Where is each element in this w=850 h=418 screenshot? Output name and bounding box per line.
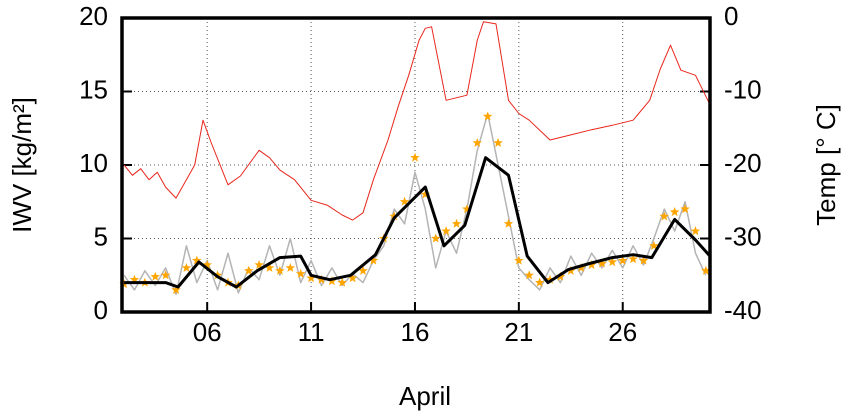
star-marker xyxy=(306,273,316,283)
star-marker xyxy=(649,240,659,250)
star-marker xyxy=(202,260,212,269)
star-marker xyxy=(503,218,514,228)
star-marker xyxy=(534,277,545,287)
star-marker xyxy=(545,274,555,284)
star-marker xyxy=(192,255,202,265)
star-marker xyxy=(285,262,296,272)
star-marker xyxy=(347,273,358,283)
y-tick-label: 5 xyxy=(94,221,108,251)
x-tick-label: 16 xyxy=(401,317,430,347)
star-marker xyxy=(431,233,441,243)
star-marker xyxy=(669,207,680,217)
plot-frame xyxy=(120,16,712,314)
y2-tick-label: -30 xyxy=(724,221,762,251)
star-marker xyxy=(160,270,171,280)
star-marker xyxy=(701,265,711,275)
y-tick-label: 0 xyxy=(94,295,108,325)
star-marker xyxy=(171,284,181,294)
star-marker xyxy=(244,265,254,275)
star-marker xyxy=(399,196,410,206)
star-marker xyxy=(295,268,306,278)
y-tick-label: 20 xyxy=(79,1,108,31)
star-marker xyxy=(368,255,379,265)
star-marker xyxy=(690,226,701,236)
y-axis-label: IWV [kg/m²] xyxy=(7,97,37,233)
star-marker xyxy=(524,270,534,280)
y2-tick-label: 0 xyxy=(724,1,738,31)
star-marker xyxy=(597,258,607,268)
star-marker xyxy=(638,255,649,265)
series-line xyxy=(123,112,707,296)
series-line xyxy=(124,156,712,289)
star-marker xyxy=(129,274,140,284)
star-marker xyxy=(410,152,420,162)
star-marker xyxy=(275,265,285,275)
y2-tick-label: -20 xyxy=(724,148,762,178)
y2-axis-label: Temp [° C] xyxy=(811,104,841,226)
star-marker xyxy=(264,262,275,272)
star-marker xyxy=(462,204,472,214)
x-axis-label: April xyxy=(399,381,451,411)
star-marker xyxy=(618,255,628,265)
star-marker xyxy=(119,279,129,289)
star-marker xyxy=(472,138,482,147)
x-tick-label: 06 xyxy=(193,317,222,347)
star-marker xyxy=(482,111,493,121)
star-marker xyxy=(441,226,451,236)
star-marker xyxy=(420,189,431,199)
star-marker xyxy=(181,262,192,272)
series-line xyxy=(123,21,711,221)
y2-tick-label: -10 xyxy=(724,74,762,104)
star-marker xyxy=(150,271,160,281)
x-tick-label: 11 xyxy=(298,317,325,347)
star-marker xyxy=(680,204,690,214)
star-marker xyxy=(628,254,638,264)
star-marker xyxy=(659,211,669,221)
star-marker xyxy=(358,265,368,275)
star-marker xyxy=(493,138,503,147)
star-marker xyxy=(514,255,524,265)
star-marker xyxy=(337,277,347,287)
x-tick-label: 26 xyxy=(608,317,637,347)
star-marker xyxy=(607,257,618,267)
star-marker xyxy=(254,260,264,269)
star-marker xyxy=(451,218,462,228)
y2-tick-label: -40 xyxy=(724,295,762,325)
x-tick-label: 21 xyxy=(504,317,533,347)
y-tick-label: 15 xyxy=(79,74,108,104)
y-tick-label: 10 xyxy=(79,148,108,178)
